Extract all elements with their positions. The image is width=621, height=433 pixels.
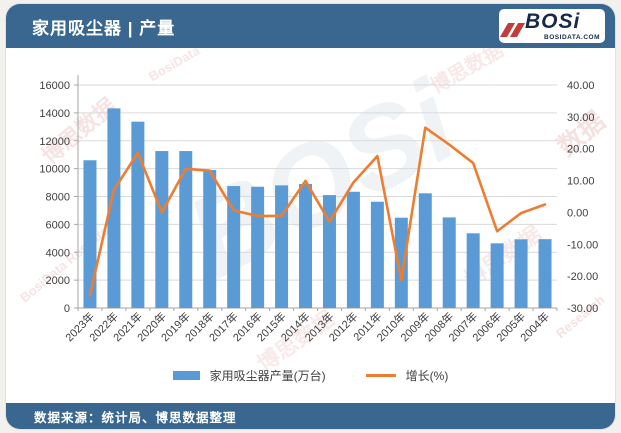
bar-2004年 (538, 239, 552, 308)
bar-2006年 (490, 243, 504, 308)
bar-2018年 (203, 170, 217, 308)
legend-bar-label: 家用吸尘器产量(万台) (209, 369, 326, 383)
left-axis-tick-label: 4000 (46, 247, 70, 259)
right-axis-tick-label: 40.00 (567, 80, 595, 92)
bar-2021年 (131, 121, 145, 308)
bar-2022年 (107, 108, 121, 308)
legend-line-label: 增长(%) (405, 369, 449, 383)
bar-2013年 (322, 195, 336, 308)
page-title: 家用吸尘器 | 产量 (32, 18, 176, 38)
bar-2017年 (227, 186, 241, 308)
bar-2015年 (275, 185, 289, 308)
bar-2010年 (394, 217, 408, 308)
production-growth-chart: 16000 14000 12000 10000 8000 6000 4000 2000 0 40.… (39, 75, 598, 344)
right-axis-tick-label: -10.00 (567, 239, 598, 251)
left-axis-tick-label: 2000 (46, 275, 70, 287)
logo-stripes-icon (499, 23, 526, 37)
logo-wordmark: BOSi (525, 10, 581, 33)
left-axis-tick-label: 16000 (39, 80, 70, 92)
bar-2020年 (155, 151, 169, 308)
logo-domain-text: BOSIDATA.COM (544, 34, 600, 41)
bar-2016年 (251, 186, 265, 308)
legend-bar-swatch (172, 371, 200, 380)
bosi-logo: BOSi BOSIDATA.COM (499, 9, 605, 43)
bar-2008年 (442, 217, 456, 308)
left-axis-tick-label: 14000 (39, 108, 70, 120)
bar-2012年 (346, 191, 360, 308)
bar-2007年 (466, 233, 480, 308)
right-axis-tick-label: -30.00 (567, 303, 598, 315)
bar-2009年 (418, 193, 432, 308)
right-axis-tick-label: 0.00 (567, 207, 588, 219)
left-axis-tick-label: 0 (64, 303, 70, 315)
data-source-text: 数据来源：统计局、博思数据整理 (34, 410, 237, 425)
left-axis-tick-label: 6000 (46, 219, 70, 231)
chart-legend: 家用吸尘器产量(万台) 增长(%) (6, 367, 615, 384)
bar-2011年 (370, 201, 384, 308)
bar-2005年 (514, 239, 528, 308)
bar-2019年 (179, 151, 193, 308)
report-footer: 数据来源：统计局、博思数据整理 (6, 403, 615, 429)
right-axis-tick-label: -20.00 (567, 271, 598, 283)
bar-2023年 (83, 160, 97, 308)
left-axis-tick-label: 12000 (39, 136, 70, 148)
left-axis-tick-label: 8000 (46, 192, 70, 204)
legend-line-swatch (365, 374, 396, 377)
left-axis-tick-label: 10000 (39, 164, 70, 176)
right-axis-tick-label: 20.00 (567, 144, 595, 156)
right-axis-tick-label: 30.00 (567, 112, 595, 124)
right-axis-tick-label: 10.00 (567, 176, 595, 188)
growth-line (88, 126, 547, 297)
bar-2014年 (299, 183, 313, 308)
